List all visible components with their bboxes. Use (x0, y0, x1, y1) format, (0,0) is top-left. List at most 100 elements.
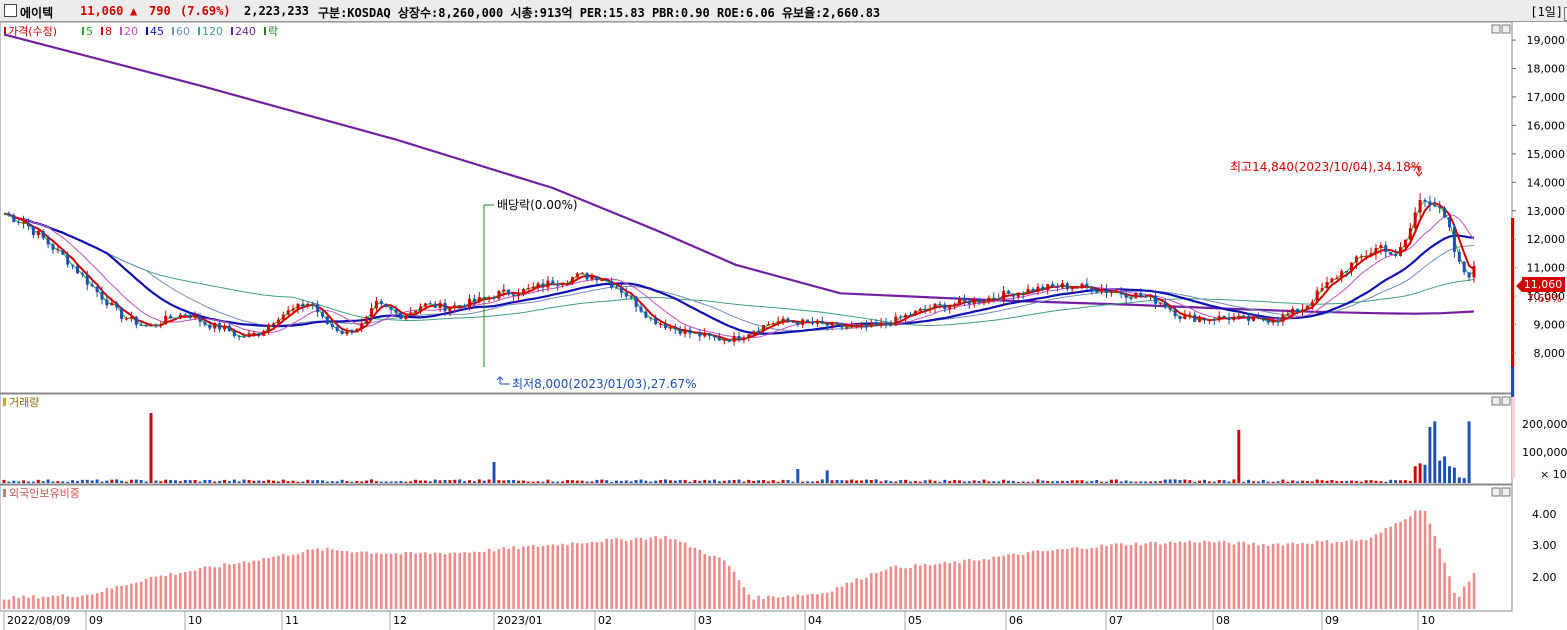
candle-body (1168, 307, 1172, 310)
volume-bar (159, 481, 163, 483)
foreign-bar (1046, 550, 1049, 609)
volume-bar (909, 481, 912, 483)
candle-body (1281, 314, 1285, 322)
price-tick-7: 12,000 (1527, 233, 1566, 246)
volume-bar (820, 479, 824, 483)
volume-bar (1266, 481, 1270, 483)
foreign-bar (963, 559, 966, 609)
candle-body (61, 249, 65, 255)
foreign-bar (703, 553, 706, 609)
candle-body (1129, 297, 1133, 299)
foreign-bar (1462, 586, 1466, 609)
foreign-bar (487, 548, 491, 609)
price-y-axis: 19,000 18,000 17,000 16,000 15,000 14,000 13,0… (1512, 34, 1565, 360)
foreign-bar (502, 547, 506, 609)
candle-body (1242, 315, 1246, 317)
volume-bar (1095, 480, 1099, 483)
volume-bar (1026, 481, 1030, 483)
foreign-bar (1154, 541, 1157, 609)
volume-bar (1462, 477, 1466, 483)
foreign-bar (527, 545, 530, 609)
foreign-bar (1428, 523, 1432, 609)
foreign-bar (497, 549, 501, 609)
close-icon[interactable]: ✕ (1564, 7, 1567, 21)
volume-bar (414, 479, 418, 483)
volume-bar (894, 481, 898, 483)
candle-body (762, 325, 765, 332)
candle-body (757, 331, 761, 333)
pane-close-icon[interactable] (1501, 24, 1511, 34)
candle-body (487, 297, 491, 299)
volume-bar (561, 481, 565, 483)
candle-body (1178, 316, 1182, 319)
legend-swatch-5 (172, 27, 174, 35)
volume-bar (913, 481, 917, 483)
foreign-bar (571, 542, 574, 609)
candle-body (1428, 201, 1432, 205)
candle-body (85, 274, 89, 285)
volume-bar (713, 479, 716, 483)
candle-body (987, 297, 991, 302)
candle-body (948, 305, 952, 310)
volume-bar (918, 481, 922, 483)
candle-body (1335, 278, 1339, 280)
foreign-bar (889, 566, 893, 609)
volume-bar (1080, 480, 1084, 483)
candle-body (629, 296, 633, 298)
pane-minimize-icon[interactable] (1491, 24, 1501, 34)
foreign-bar (419, 553, 422, 609)
foreign-bar (326, 547, 329, 609)
volume-bar (149, 413, 153, 483)
period-button[interactable]: [1일] (1530, 5, 1563, 19)
stock-chart[interactable]: 가격(수정) 5 8 20 45 60 120 240 락 19,000 18,000 17,000… (0, 22, 1567, 630)
candle-body (257, 333, 261, 336)
high-annotation: 최고14,840(2023/10/04),34.18% (1230, 160, 1422, 174)
candle-body (512, 294, 516, 296)
candle-body (874, 322, 878, 325)
foreign-minimize-icon[interactable] (1491, 487, 1501, 497)
candle-body (301, 303, 305, 307)
volume-close-icon[interactable] (1501, 396, 1511, 406)
candle-body (962, 298, 966, 301)
candle-body (815, 321, 819, 324)
foreign-bar (772, 596, 775, 609)
foreign-bar (713, 555, 716, 609)
foreign-bar (1458, 596, 1461, 609)
candle-body (384, 303, 388, 307)
volume-bar (1408, 480, 1412, 483)
volume-bar (1237, 429, 1241, 483)
foreign-bar (507, 548, 510, 609)
volume-bar (1149, 481, 1153, 483)
candle-body (1060, 283, 1064, 288)
legend-swatch-1 (82, 27, 84, 35)
volume-minimize-icon[interactable] (1491, 396, 1501, 406)
volume-bar (1090, 481, 1094, 483)
candle-body (1448, 217, 1451, 228)
foreign-bar (1149, 541, 1152, 609)
foreign-bar (1203, 540, 1206, 609)
legend-label-3: 20 (124, 25, 138, 38)
candle-body (1031, 288, 1035, 292)
foreign-bar (762, 598, 765, 609)
candle-body (267, 324, 271, 331)
candle-body (394, 309, 398, 313)
candle-body (678, 329, 682, 334)
foreign-bar (683, 542, 687, 609)
candle-body (1124, 294, 1128, 298)
volume-bar (1051, 481, 1055, 483)
foreign-close-icon[interactable] (1501, 487, 1511, 497)
price-tick-5: 14,000 (1527, 176, 1566, 189)
volume-bar (1452, 467, 1456, 483)
foreign-bar (737, 580, 741, 609)
foreign-bar (708, 555, 711, 609)
volume-bar (1428, 427, 1432, 483)
foreign-bar (1364, 540, 1368, 609)
candle-body (1173, 309, 1177, 317)
foreign-bar (389, 553, 393, 609)
foreign-bar (914, 564, 917, 609)
foreign-bar (698, 549, 702, 609)
volume-bar (786, 480, 790, 483)
volume-bar (933, 480, 937, 483)
volume-bar (281, 479, 285, 483)
select-checkbox[interactable] (4, 4, 17, 17)
